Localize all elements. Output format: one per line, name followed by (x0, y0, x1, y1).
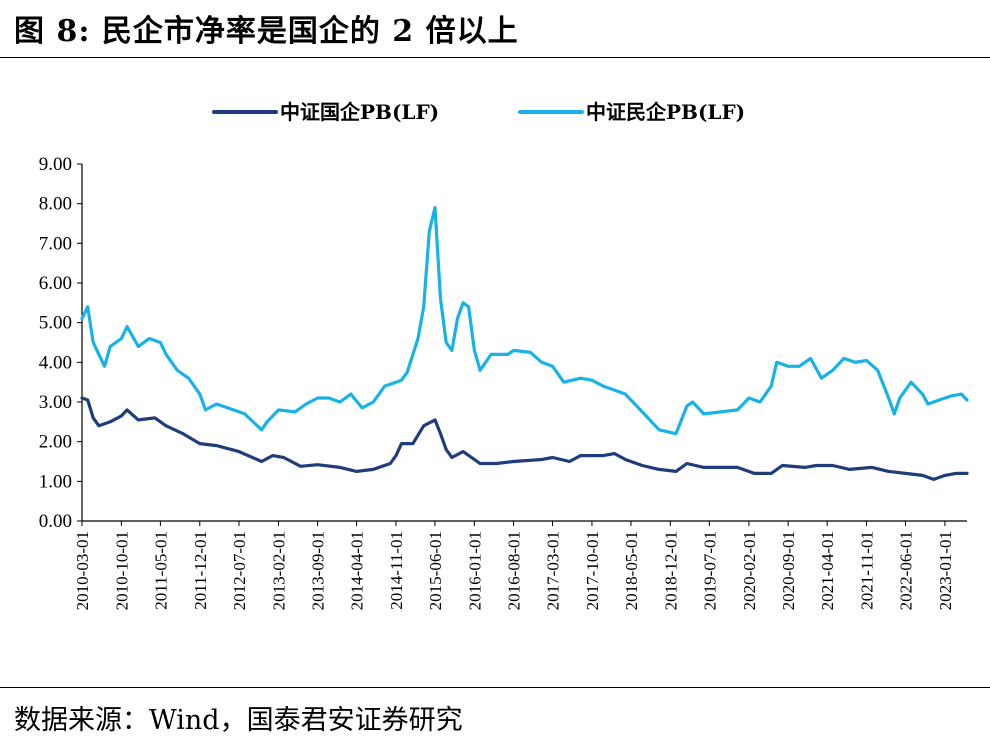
y-tick-label: 6.00 (39, 273, 72, 294)
y-tick-label: 7.00 (39, 233, 72, 254)
y-tick-label: 0.00 (39, 511, 72, 532)
legend: 中证国企PB(LF) 中证民企PB(LF) (212, 100, 745, 124)
x-tick-label: 2019-07-01 (700, 531, 719, 610)
legend-label-0: 中证国企PB(LF) (280, 100, 439, 124)
series-line-1 (80, 206, 969, 436)
x-tick-label: 2018-12-01 (661, 531, 680, 610)
x-tick-label: 2012-07-01 (230, 531, 249, 610)
series-line-0 (80, 396, 969, 481)
x-tick-label: 2015-06-01 (426, 531, 445, 610)
x-tick-label: 2014-11-01 (387, 531, 406, 610)
x-tick-label: 2020-09-01 (779, 531, 798, 610)
x-tick-label: 2017-03-01 (544, 531, 563, 610)
y-tick-label: 4.00 (39, 352, 72, 373)
source-note: 数据来源：Wind，国泰君安证券研究 (14, 705, 463, 736)
axes: 0.00 1.00 2.00 3.00 4.00 5.00 6.00 7.00 8.00 9.00… (39, 154, 967, 610)
x-tick-label: 2020-02-01 (740, 531, 759, 610)
y-tick-label: 2.00 (39, 432, 72, 453)
x-tick-label: 2021-04-01 (818, 531, 837, 610)
x-tick-label: 2011-05-01 (151, 531, 170, 610)
series-lines (80, 206, 969, 481)
x-tick-label: 2010-03-01 (73, 531, 92, 610)
line-chart: 中证国企PB(LF) 中证民企PB(LF) 0.00 1.00 2.00 3.00 4.0… (39, 100, 969, 610)
y-tick-label: 9.00 (39, 154, 72, 175)
x-tick-label: 2021-11-01 (858, 531, 877, 610)
chart-title: 图 8: 民企市净率是国企的 2 倍以上 (14, 14, 519, 49)
x-tick-label: 2010-10-01 (112, 531, 131, 610)
x-tick-label: 2016-08-01 (505, 531, 524, 610)
x-tick-label: 2014-04-01 (348, 531, 367, 610)
x-tick-label: 2017-10-01 (583, 531, 602, 610)
y-tick-label: 8.00 (39, 194, 72, 215)
x-tick-label: 2022-06-01 (897, 531, 916, 610)
y-tick-label: 5.00 (39, 313, 72, 334)
bottom-rule (0, 687, 990, 688)
x-tick-label: 2016-01-01 (465, 531, 484, 610)
x-tick-label: 2011-12-01 (191, 531, 210, 610)
x-tick-label: 2013-09-01 (309, 531, 328, 610)
x-tick-label: 2023-01-01 (936, 531, 955, 610)
top-rule (0, 57, 990, 58)
x-tick-label: 2013-02-01 (270, 531, 289, 610)
y-tick-label: 1.00 (39, 471, 72, 492)
x-tick-label: 2018-05-01 (622, 531, 641, 610)
legend-label-1: 中证民企PB(LF) (586, 100, 745, 124)
y-tick-label: 3.00 (39, 392, 72, 413)
